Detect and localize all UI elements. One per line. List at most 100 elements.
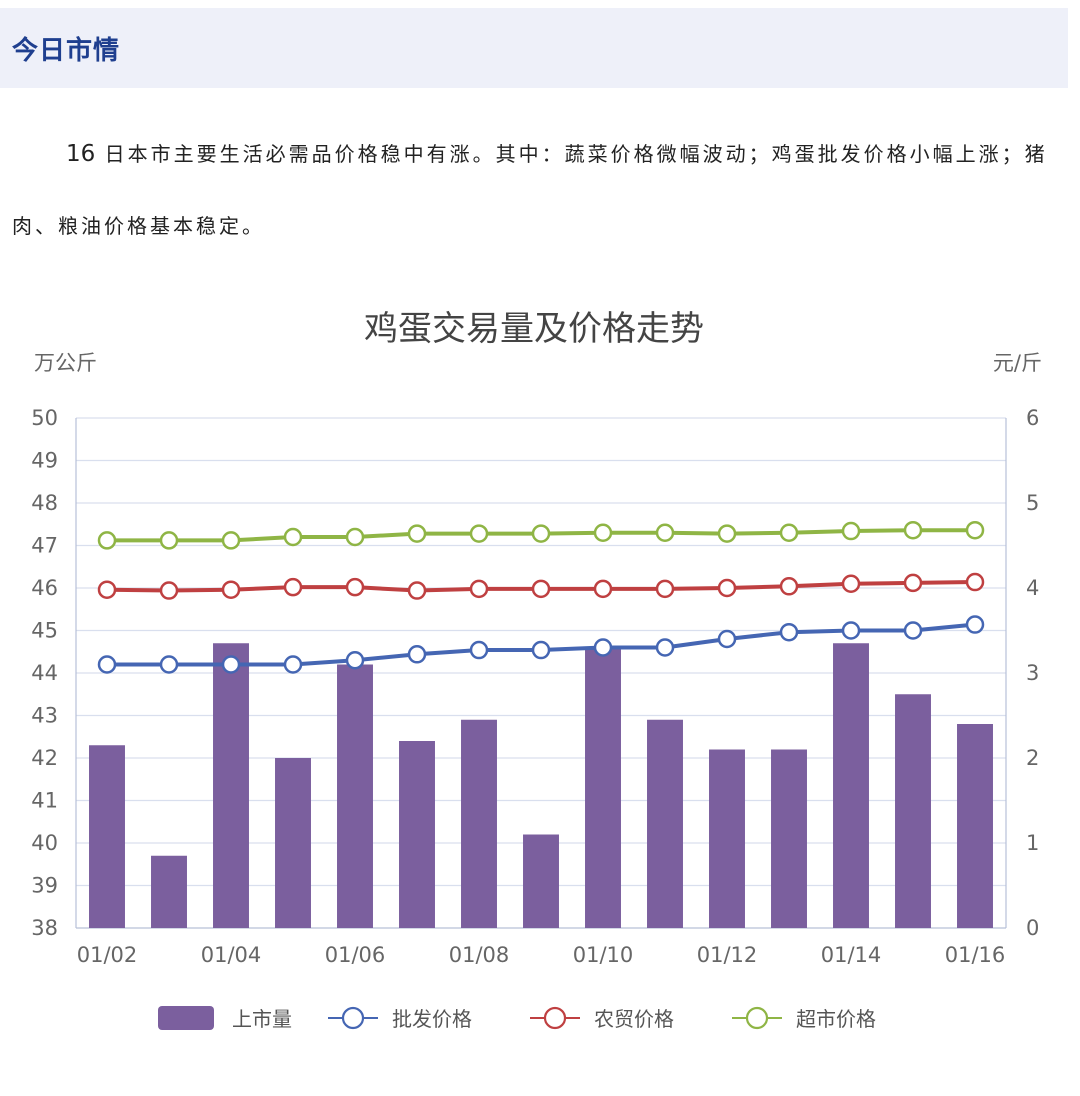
data-point — [469, 524, 489, 543]
data-point — [593, 638, 613, 657]
egg-trade-chart: 鸡蛋交易量及价格走势 万公斤 元/斤 383940414243444546474… — [31, 309, 1042, 1031]
data-point — [345, 577, 365, 597]
data-point — [779, 577, 799, 596]
left-tick-label: 50 — [31, 406, 58, 430]
data-point — [345, 651, 365, 670]
left-tick-label: 40 — [31, 831, 58, 855]
x-tick-label: 01/06 — [325, 943, 386, 967]
data-point — [903, 621, 923, 640]
data-point — [221, 580, 241, 599]
x-tick-label: 01/12 — [697, 943, 758, 967]
x-tick-label: 01/10 — [573, 943, 634, 967]
data-point — [469, 640, 489, 660]
left-tick-label: 46 — [31, 576, 58, 600]
legend-label: 超市价格 — [796, 1007, 876, 1031]
left-axis-ticks: 38 39 40 41 42 43 44 45 46 47 48 49 50 — [31, 406, 58, 940]
x-tick-label: 01/02 — [77, 943, 138, 967]
bar — [151, 855, 187, 928]
right-tick-label: 0 — [1026, 916, 1039, 940]
right-tick-label: 4 — [1026, 576, 1039, 600]
bar — [833, 643, 869, 928]
line-series — [97, 520, 985, 674]
left-tick-label: 42 — [31, 746, 58, 770]
legend-swatch — [543, 1006, 567, 1030]
bar — [585, 647, 621, 928]
bar — [399, 741, 435, 928]
header-bar: 今日市情 — [0, 8, 1068, 88]
legend-label: 批发价格 — [392, 1007, 472, 1031]
data-point — [593, 523, 613, 542]
data-point — [717, 524, 737, 543]
data-point — [97, 580, 117, 599]
data-point — [221, 655, 241, 674]
data-point — [159, 581, 179, 600]
data-point — [531, 640, 551, 660]
bar — [647, 719, 683, 928]
legend-label: 上市量 — [232, 1007, 292, 1031]
summary-number: 16 — [66, 141, 96, 167]
data-point — [531, 579, 551, 599]
data-point — [717, 629, 737, 649]
data-point — [965, 615, 985, 634]
right-tick-label: 5 — [1026, 491, 1039, 515]
data-point — [593, 579, 613, 599]
left-tick-label: 47 — [31, 534, 58, 558]
data-point — [221, 531, 241, 550]
bar — [275, 758, 311, 928]
right-axis-unit: 元/斤 — [993, 351, 1042, 375]
data-point — [469, 579, 489, 599]
data-point — [903, 520, 923, 540]
data-point — [345, 527, 365, 547]
bar — [523, 834, 559, 928]
bar — [337, 664, 373, 928]
chart-title: 鸡蛋交易量及价格走势 — [364, 309, 704, 349]
left-tick-label: 44 — [31, 661, 58, 685]
bar — [957, 724, 993, 928]
bar — [89, 745, 125, 928]
left-tick-label: 43 — [31, 704, 58, 728]
data-point — [841, 521, 861, 541]
left-tick-label: 49 — [31, 449, 58, 473]
x-tick-label: 01/08 — [449, 943, 510, 967]
data-point — [655, 638, 675, 657]
left-tick-label: 45 — [31, 619, 58, 643]
data-point — [407, 524, 427, 543]
market-summary: 16 日本市主要生活必需品价格稳中有涨。其中：蔬菜价格微幅波动；鸡蛋批发价格小幅… — [12, 118, 1068, 262]
data-point — [97, 531, 117, 550]
left-tick-label: 39 — [31, 874, 58, 898]
legend-label: 农贸价格 — [594, 1007, 674, 1031]
data-point — [283, 527, 303, 547]
left-tick-label: 48 — [31, 491, 58, 515]
bar — [213, 643, 249, 928]
data-point — [779, 523, 799, 542]
bar — [709, 749, 745, 928]
data-point — [717, 578, 737, 598]
x-tick-label: 01/04 — [201, 943, 262, 967]
bar — [461, 719, 497, 928]
bar — [895, 694, 931, 928]
x-tick-label: 01/14 — [821, 943, 882, 967]
data-point — [841, 574, 861, 593]
legend-swatch — [745, 1006, 769, 1030]
right-tick-label: 6 — [1026, 406, 1039, 430]
x-axis-ticks: 01/02 01/04 01/06 01/08 01/10 01/12 01/14 01/16 — [77, 943, 1006, 967]
right-axis-ticks: 0 1 2 3 4 5 6 — [1026, 406, 1039, 940]
data-point — [965, 520, 985, 540]
bar-series — [89, 643, 993, 928]
data-point — [159, 531, 179, 550]
left-axis-unit: 万公斤 — [34, 351, 97, 375]
page-title: 今日市情 — [12, 36, 121, 66]
legend-swatch — [341, 1006, 365, 1030]
data-point — [159, 655, 179, 674]
bar — [771, 749, 807, 928]
right-tick-label: 1 — [1026, 831, 1039, 855]
chart-legend: 上市量 批发价格 农贸价格 超市价格 — [158, 1006, 876, 1031]
data-point — [655, 579, 675, 599]
left-tick-label: 41 — [31, 789, 58, 813]
data-point — [779, 622, 799, 642]
data-point — [283, 577, 303, 597]
right-tick-label: 2 — [1026, 746, 1039, 770]
data-point — [407, 645, 427, 664]
data-point — [903, 573, 923, 593]
data-point — [531, 524, 551, 543]
